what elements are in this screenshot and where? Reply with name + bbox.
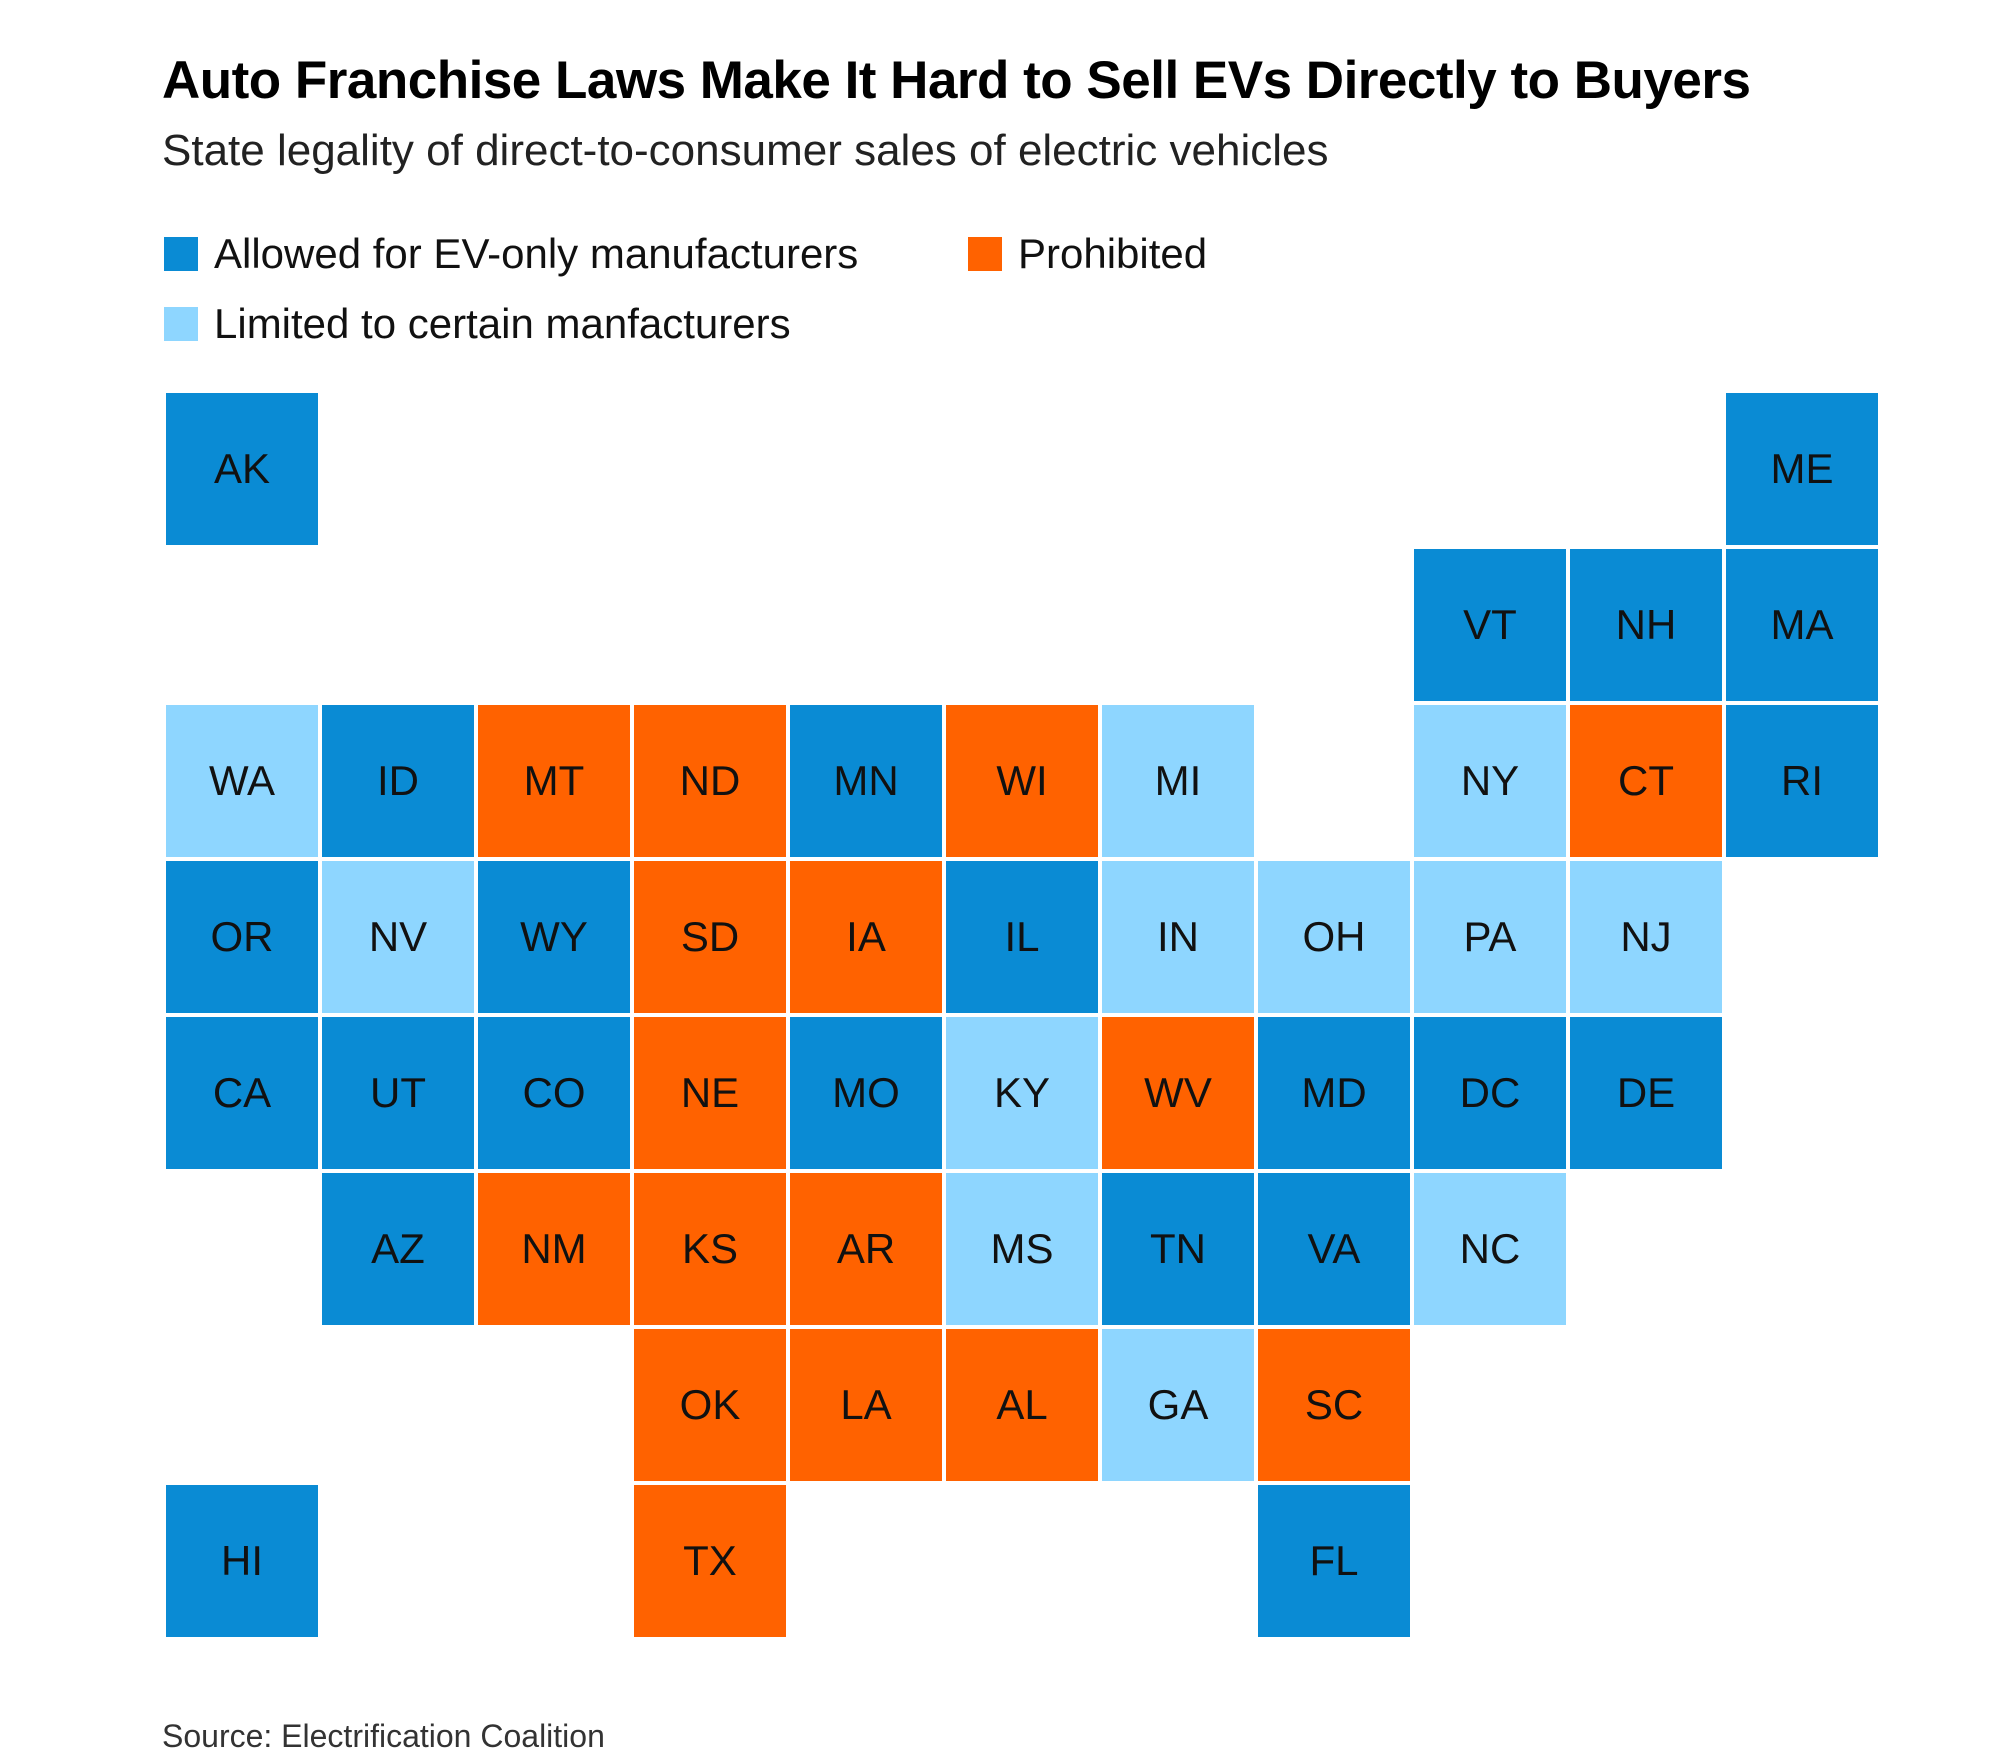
state-tile-md: MD [1258,1017,1410,1169]
state-tile-ky: KY [946,1017,1098,1169]
legend-label-prohibited: Prohibited [1018,230,1208,277]
state-tile-la: LA [790,1329,942,1481]
state-tile-ok: OK [634,1329,786,1481]
state-tile-nh: NH [1570,549,1722,701]
state-tile-nm: NM [478,1173,630,1325]
state-tile-mt: MT [478,705,630,857]
state-tile-or: OR [166,861,318,1013]
state-tile-ar: AR [790,1173,942,1325]
state-tile-ia: IA [790,861,942,1013]
state-tile-ks: KS [634,1173,786,1325]
state-tile-wy: WY [478,861,630,1013]
state-tile-ct: CT [1570,705,1722,857]
state-tile-ny: NY [1414,705,1566,857]
source-note: Source: Electrification Coalition [162,1718,605,1754]
state-tile-va: VA [1258,1173,1410,1325]
legend-swatch-prohibited [968,237,1002,271]
state-tile-tx: TX [634,1485,786,1637]
state-tile-id: ID [322,705,474,857]
legend-swatch-limited [164,307,198,341]
state-tile-nd: ND [634,705,786,857]
state-tile-co: CO [478,1017,630,1169]
state-tile-nj: NJ [1570,861,1722,1013]
legend-swatch-allowed [164,237,198,271]
state-tile-sc: SC [1258,1329,1410,1481]
state-tile-vt: VT [1414,549,1566,701]
legend-item-limited: Limited to certain manfacturers [164,300,791,348]
state-tile-ne: NE [634,1017,786,1169]
state-tile-wi: WI [946,705,1098,857]
state-tile-in: IN [1102,861,1254,1013]
state-tile-ak: AK [166,393,318,545]
state-tile-al: AL [946,1329,1098,1481]
state-tile-ut: UT [322,1017,474,1169]
state-tile-pa: PA [1414,861,1566,1013]
legend-label-limited: Limited to certain manfacturers [214,300,791,347]
state-tile-me: ME [1726,393,1878,545]
state-tile-oh: OH [1258,861,1410,1013]
state-tile-wv: WV [1102,1017,1254,1169]
state-tile-mo: MO [790,1017,942,1169]
state-tile-hi: HI [166,1485,318,1637]
state-tile-nc: NC [1414,1173,1566,1325]
state-tile-ga: GA [1102,1329,1254,1481]
state-tile-ms: MS [946,1173,1098,1325]
state-tile-wa: WA [166,705,318,857]
chart-title: Auto Franchise Laws Make It Hard to Sell… [162,51,1751,110]
state-tile-mn: MN [790,705,942,857]
state-tile-fl: FL [1258,1485,1410,1637]
state-tile-az: AZ [322,1173,474,1325]
state-tile-sd: SD [634,861,786,1013]
state-tile-tn: TN [1102,1173,1254,1325]
state-tile-ri: RI [1726,705,1878,857]
state-tile-ca: CA [166,1017,318,1169]
legend-label-allowed: Allowed for EV-only manufacturers [214,230,859,277]
state-tile-de: DE [1570,1017,1722,1169]
state-tile-il: IL [946,861,1098,1013]
state-tile-nv: NV [322,861,474,1013]
legend-item-prohibited: Prohibited [968,230,1207,278]
state-tile-mi: MI [1102,705,1254,857]
chart-subtitle: State legality of direct-to-consumer sal… [162,126,1329,175]
legend-item-allowed: Allowed for EV-only manufacturers [164,230,858,278]
state-tile-dc: DC [1414,1017,1566,1169]
state-tile-ma: MA [1726,549,1878,701]
